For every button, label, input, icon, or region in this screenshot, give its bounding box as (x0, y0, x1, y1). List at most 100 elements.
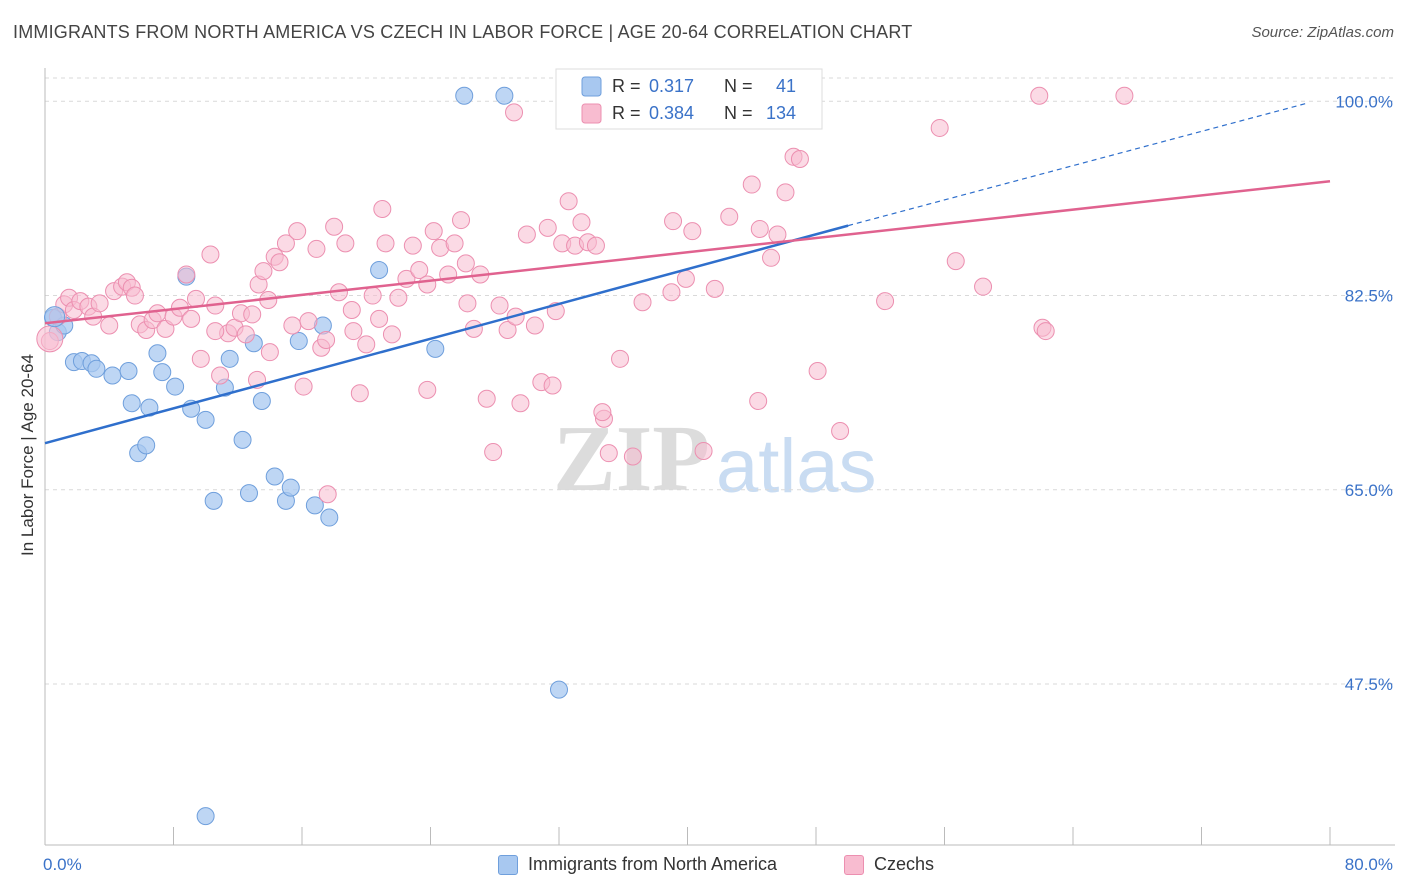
data-point (517, 225, 536, 244)
data-point (87, 359, 106, 378)
legend-label-czechs: Czechs (874, 854, 935, 874)
data-point (662, 283, 681, 302)
legend-item-immigrants[interactable]: Immigrants from North America (498, 854, 777, 875)
data-point (403, 236, 422, 255)
data-point (370, 309, 389, 328)
data-point (177, 265, 196, 284)
data-point (1115, 86, 1134, 105)
stats-legend-swatch (581, 76, 602, 97)
data-point (260, 343, 279, 362)
legend-swatch-immigrants (498, 854, 518, 875)
data-point (342, 300, 361, 319)
legend-item-czechs[interactable]: Czechs (844, 854, 934, 875)
data-point (445, 234, 464, 253)
data-point (790, 150, 809, 169)
data-point (426, 339, 445, 358)
data-point (344, 322, 363, 341)
data-point (599, 444, 618, 463)
data-point (559, 192, 578, 211)
data-point (676, 269, 695, 288)
data-point (236, 325, 255, 344)
data-point (946, 252, 965, 271)
data-point (325, 217, 344, 236)
stats-legend-swatch (581, 103, 602, 124)
data-point (100, 316, 119, 335)
data-point (317, 330, 336, 349)
data-point (276, 234, 295, 253)
data-point (363, 286, 382, 305)
data-point (776, 183, 795, 202)
data-point (299, 312, 318, 331)
stats-legend-r-label: R = (612, 103, 641, 123)
data-point (166, 377, 185, 396)
data-point (36, 325, 64, 353)
data-point (376, 234, 395, 253)
data-point (122, 394, 141, 413)
data-point (254, 262, 273, 281)
data-point (137, 436, 156, 455)
data-point (1036, 322, 1055, 341)
data-point (683, 222, 702, 241)
trend-line-immigrants (44, 224, 849, 445)
data-point (550, 680, 568, 699)
data-point (762, 248, 781, 267)
data-point (252, 392, 271, 410)
data-point (455, 86, 474, 105)
x-tick-label: 80.0% (1345, 855, 1393, 874)
data-point (495, 86, 514, 105)
stats-legend-n-label: N = (724, 76, 753, 96)
data-point (196, 410, 215, 429)
data-point (525, 316, 544, 335)
data-point (270, 253, 289, 272)
data-point (418, 380, 437, 399)
data-point (498, 320, 517, 339)
y-tick-label: 65.0% (1345, 481, 1393, 500)
data-point (538, 218, 557, 237)
trend-line-czechs (44, 179, 1331, 325)
data-point (305, 496, 324, 515)
data-point (201, 245, 220, 264)
stats-legend-n-value: 134 (766, 103, 796, 123)
chart-source: Source: ZipAtlas.com (1251, 24, 1394, 41)
data-point (191, 349, 210, 368)
data-point (749, 392, 768, 410)
data-point (125, 286, 144, 305)
data-point (974, 277, 993, 296)
data-point (586, 236, 605, 255)
stats-legend-n-label: N = (724, 103, 753, 123)
data-point (320, 508, 339, 527)
y-tick-label: 100.0% (1335, 92, 1393, 111)
data-point (196, 807, 215, 826)
data-point (410, 261, 429, 280)
data-point (182, 309, 201, 328)
data-point (243, 305, 262, 324)
data-point (373, 199, 392, 218)
data-point (477, 389, 496, 408)
data-point (294, 377, 313, 396)
data-point (633, 293, 652, 312)
data-point (307, 239, 326, 258)
data-point (206, 322, 225, 341)
data-point (511, 394, 530, 413)
y-tick-label: 47.5% (1345, 675, 1393, 694)
data-point (876, 292, 895, 311)
data-point (720, 207, 739, 226)
data-point (318, 485, 337, 504)
data-point (742, 175, 761, 194)
data-point (265, 467, 284, 486)
data-point (458, 294, 477, 313)
data-point (611, 349, 630, 368)
data-point (350, 384, 369, 403)
data-point (452, 211, 471, 230)
data-point (148, 344, 167, 363)
legend-label-immigrants: Immigrants from North America (528, 854, 778, 874)
data-point (357, 335, 376, 354)
data-point (750, 219, 769, 238)
data-point (424, 222, 443, 241)
data-point (705, 279, 724, 298)
data-point (211, 366, 230, 385)
data-point (623, 447, 642, 466)
data-point (1030, 86, 1049, 105)
data-point (288, 222, 307, 241)
